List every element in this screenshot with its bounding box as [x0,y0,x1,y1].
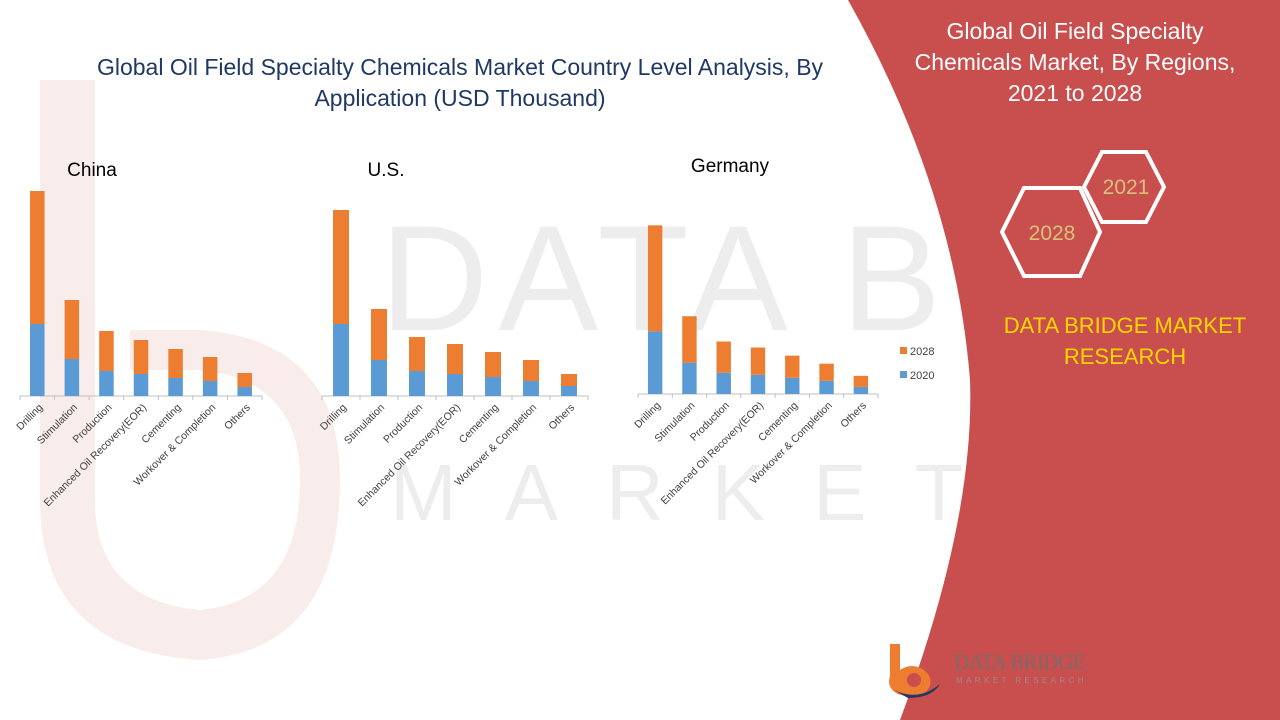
bar-2020 [785,377,800,394]
bar-2020 [168,378,183,396]
logo-name: DATA BRIDGE [954,650,1086,674]
bar-2028 [647,225,663,332]
hexagon-2021-icon [1081,150,1167,224]
bar-2020 [409,371,425,396]
logo-mark-icon [889,644,940,698]
bar-2028 [168,349,183,378]
bar-2020 [716,372,731,394]
legend-label-2020: 2020 [910,370,934,382]
bar-2020 [561,386,577,396]
red-panel [848,0,1280,720]
hex-label-2028: 2028 [1029,222,1076,245]
bar-2028 [785,355,800,378]
bar-2028 [64,300,80,359]
x-tick-label: Stimulation [342,402,387,447]
bar-2028 [237,373,252,387]
bar-2028 [716,341,731,373]
bar-2028 [447,344,463,374]
bar-2028 [750,347,766,375]
x-tick-label: Drilling [318,402,349,433]
legend-swatch-2028 [900,347,907,354]
logo-tagline: MARKET RESEARCH [956,676,1087,685]
bar-2020 [99,371,114,396]
bar-2020 [447,374,463,396]
legend-label-2028: 2028 [910,346,934,358]
x-tick-label: Drilling [14,402,45,433]
bar-2028 [30,191,45,324]
bar-2020 [647,331,663,394]
bar-2020 [485,377,501,396]
chart-title: Germany [691,156,770,177]
bar-2020 [202,381,218,396]
bar-2028 [682,316,697,363]
bar-2020 [523,381,539,396]
bar-2028 [133,340,149,374]
bar-2028 [561,374,577,386]
bar-2020 [750,374,766,394]
bar-2020 [333,324,349,396]
main-title: Global Oil Field Specialty Chemicals Mar… [96,54,824,111]
bar-2028 [99,331,114,371]
legend-swatch-2020 [900,371,907,378]
hexagon-2028-icon [999,186,1103,278]
x-tick-label: Others [838,400,869,431]
bar-2020 [64,359,80,396]
bar-2020 [819,380,834,394]
bar-2020 [682,362,697,394]
bar-2028 [333,210,349,324]
chart-title: China [67,160,117,181]
bar-2028 [202,357,218,381]
bar-2020 [133,374,149,396]
bar-2028 [819,363,834,381]
side-panel-title: Global Oil Field Specialty Chemicals Mar… [914,18,1236,106]
bar-2020 [237,387,252,396]
bar-2028 [485,352,501,377]
bar-2028 [371,309,387,360]
x-tick-label: Others [546,402,577,433]
bar-2028 [409,337,425,371]
company-logo: DATA BRIDGE MARKET RESEARCH [878,640,1108,700]
x-tick-label: Others [222,402,253,433]
x-tick-label: Drilling [632,400,663,431]
bar-2020 [371,360,387,396]
bar-2020 [30,324,45,396]
hex-label-2021: 2021 [1103,176,1150,199]
bar-2020 [853,386,869,394]
chart-title: U.S. [368,160,405,181]
bar-2028 [523,360,539,381]
brand-name: DATA BRIDGE MARKET RESEARCH [1003,313,1247,369]
bar-2028 [853,375,869,387]
